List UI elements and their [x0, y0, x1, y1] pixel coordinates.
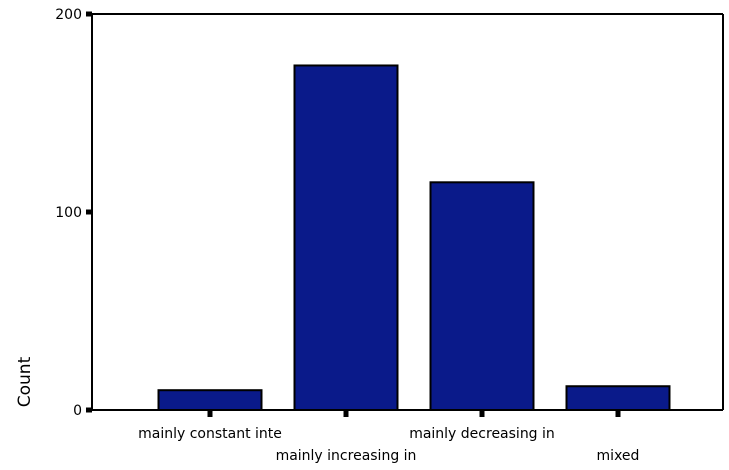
x-tick-label-2: mainly decreasing in: [409, 426, 555, 442]
bars-group: [157, 64, 671, 412]
x-tick-mark-3: [615, 410, 621, 417]
axes-group: [91, 13, 724, 411]
y-tick-mark-0: [86, 407, 92, 413]
bar-0: [157, 389, 263, 412]
x-ticks-group: mainly constant inte mainly increasing in…: [138, 410, 639, 464]
y-axis-label: Count: [15, 356, 35, 407]
bar-2: [429, 181, 535, 411]
x-tick-label-1: mainly increasing in: [276, 448, 417, 464]
x-tick-mark-1: [343, 410, 349, 417]
x-tick-mark-2: [479, 410, 485, 417]
y-tick-label-1: 100: [55, 205, 82, 221]
bar-3: [565, 385, 671, 411]
x-tick-label-3: mixed: [597, 448, 640, 464]
x-tick-mark-0: [207, 410, 213, 417]
x-tick-label-0: mainly constant inte: [138, 426, 282, 442]
y-tick-mark-1: [86, 209, 92, 215]
y-tick-label-0: 0: [73, 403, 82, 419]
y-ticks-group: 0 100 200: [55, 7, 92, 419]
y-tick-mark-2: [86, 11, 92, 17]
y-tick-label-2: 200: [55, 7, 82, 23]
bar-1: [293, 64, 399, 411]
